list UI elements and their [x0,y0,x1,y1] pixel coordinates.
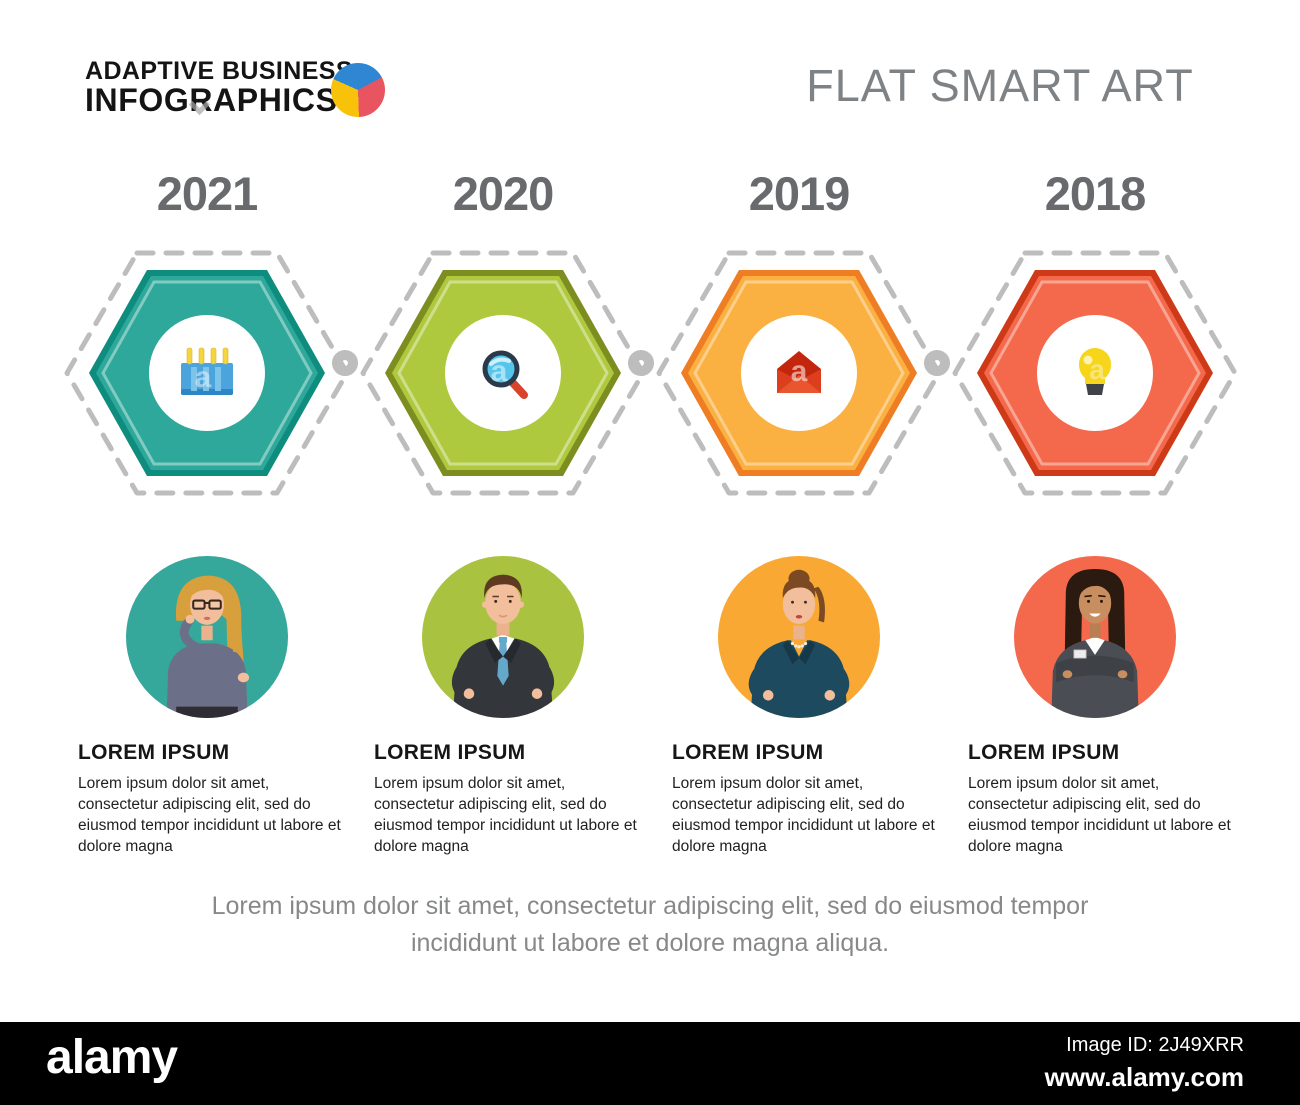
hexagon-inner-highlight [693,280,905,466]
alamy-ghost-letter: a [791,355,808,388]
card-body: Lorem ipsum dolor sit amet, consectetur … [78,775,341,855]
alamy-ghost-letter: a [195,361,212,394]
timeline-hexagon-2020: a [360,250,646,496]
dashed-hexagon-outline [64,250,350,496]
alamy-watermark-bar: alamy Image ID: 2J49XRR www.alamy.com [0,1022,1300,1105]
year-label-2018: 2018 [1044,167,1147,220]
timeline-hexagon-2019: a [656,250,942,496]
hexagon-inner-highlight [397,280,609,466]
card-heading: LOREM IPSUM [968,741,1120,764]
magnifier-icon: a [482,350,528,399]
card-heading: LOREM IPSUM [374,741,526,764]
open-mail-icon: a [777,351,821,393]
text-card-2021: LOREM IPSUM Lorem ipsum dolor sit amet, … [78,741,346,857]
connector-ring-icon [332,350,358,376]
brand-logo-line1: ADAPTIVE BUSINESS [85,57,353,85]
brand-logo: ADAPTIVE BUSINESS INFOGRAPHICS [85,58,353,117]
image-id-text: Image ID: 2J49XRR [1066,1034,1244,1056]
notebook-icon: a [181,347,233,395]
text-card-2020: LOREM IPSUM Lorem ipsum dolor sit amet, … [374,741,642,857]
dashed-hexagon-outline [952,250,1238,496]
avatar-businesswoman-crossed-arms [1014,556,1176,718]
year-label-2020: 2020 [452,167,555,220]
brand-logo-line2: INFOGRAPHICS [85,82,338,118]
dashed-hexagon-outline [360,250,646,496]
alamy-ghost-letter: a [491,355,508,388]
card-heading: LOREM IPSUM [78,741,230,764]
timeline-hexagon-2021: a [64,250,350,496]
avatar-businesswoman-glasses [126,556,288,718]
pie-chart-logo-icon [331,63,385,117]
light-bulb-icon: a [1079,348,1111,395]
dashed-hexagon-outline [656,250,942,496]
card-heading: LOREM IPSUM [672,741,824,764]
alamy-url-text: www.alamy.com [1044,1062,1244,1092]
avatar-businessman-suit [422,556,584,718]
card-body: Lorem ipsum dolor sit amet, consectetur … [968,775,1231,855]
hexagon-inner-highlight [101,280,313,466]
year-label-2021: 2021 [156,167,259,220]
avatar-businesswoman-navy-blazer [718,556,880,718]
alamy-ghost-letter: a [1089,354,1105,385]
connector-ring-icon [924,350,950,376]
alamy-logo: alamy [46,1031,178,1084]
page-title: FLAT SMART ART [806,60,1194,111]
footer-caption-text: Lorem ipsum dolor sit amet, consectetur … [211,892,1089,957]
text-card-2019: LOREM IPSUM Lorem ipsum dolor sit amet, … [672,741,940,857]
footer-caption: Lorem ipsum dolor sit amet, consectetur … [0,888,1300,962]
timeline-hexagon-2018: a [952,250,1238,496]
connector-ring-icon [628,350,654,376]
card-body: Lorem ipsum dolor sit amet, consectetur … [374,775,637,855]
alamy-image-info: Image ID: 2J49XRR www.alamy.com [1045,1034,1244,1093]
hexagon-inner-highlight [989,280,1201,466]
card-body: Lorem ipsum dolor sit amet, consectetur … [672,775,935,855]
year-label-2019: 2019 [748,167,851,220]
text-card-2018: LOREM IPSUM Lorem ipsum dolor sit amet, … [968,741,1236,857]
